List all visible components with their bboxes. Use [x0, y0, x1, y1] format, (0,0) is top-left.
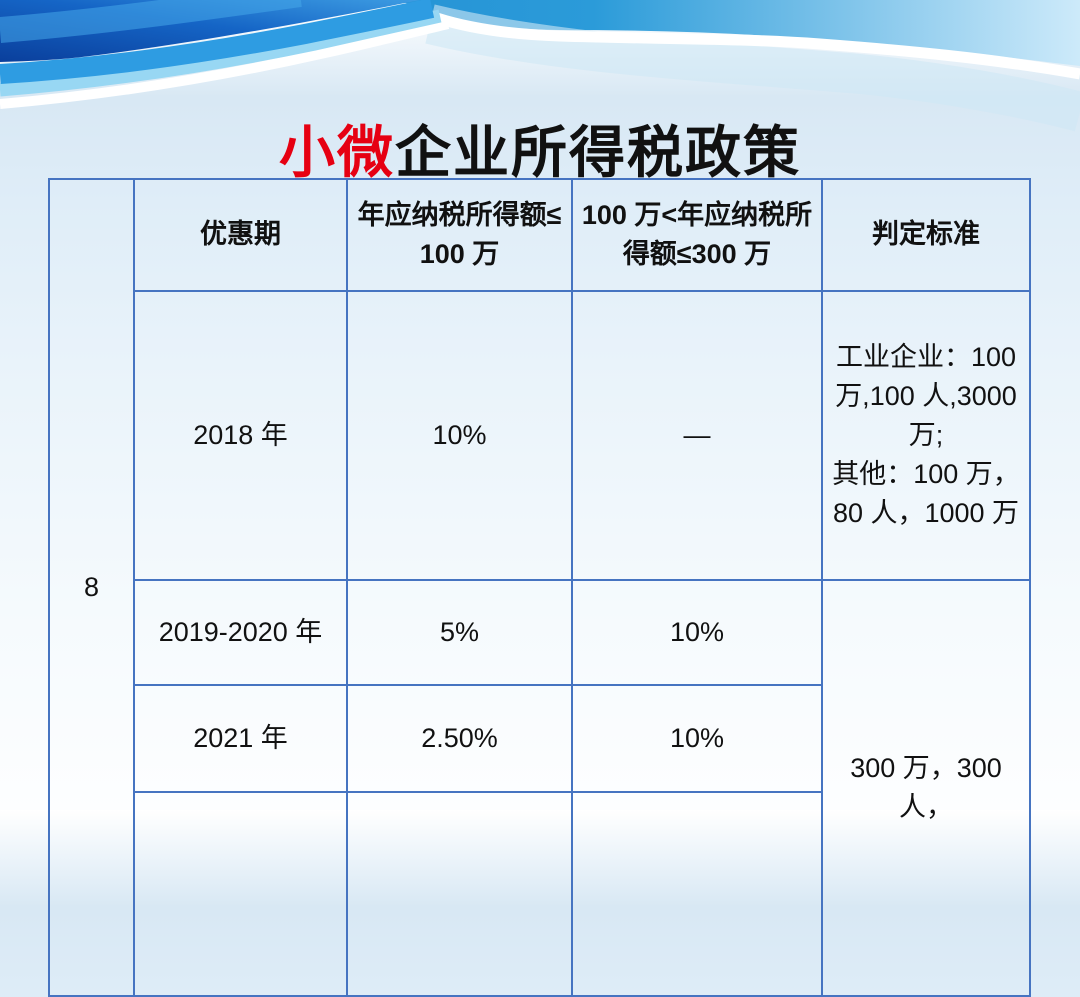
banner-top-band	[0, 0, 1080, 66]
cell-2018-criteria: 工业企业：100 万,100 人,3000 万; 其他：100 万， 80 人，…	[821, 290, 1031, 581]
policy-table: 8 优惠期 年应纳税所得额≤ 100 万 100 万<年应纳税所 得额≤300 …	[48, 178, 1031, 997]
cell-2019-high-rate: 10%	[571, 579, 823, 686]
header-cell-high-bracket: 100 万<年应纳税所 得额≤300 万	[571, 178, 823, 292]
header-cell-period: 优惠期	[133, 178, 348, 292]
cell-2019-period: 2019-2020 年	[133, 579, 348, 686]
cell-partial-high-rate	[571, 791, 823, 997]
cell-2018-low-rate: 10%	[346, 290, 573, 581]
table-row-2021: 2021 年 2.50% 10%	[49, 684, 1030, 793]
page-title: 小微企业所得税政策	[0, 120, 1080, 184]
table-row-2019-2020: 2019-2020 年 5% 10% 300 万，300 人，	[49, 579, 1031, 997]
table-row-2018: 2018 年 10% — 工业企业：100 万,100 人,3000 万; 其他…	[49, 290, 1031, 581]
cell-merged-criteria: 300 万，300 人，	[821, 579, 1031, 997]
cell-2019-low-rate: 5%	[346, 579, 573, 686]
cell-2021-period: 2021 年	[133, 684, 348, 793]
cell-2021-low-rate: 2.50%	[346, 684, 573, 793]
cell-partial-low-rate	[346, 791, 573, 997]
cell-2018-high-rate: —	[571, 290, 823, 581]
table-header-row: 8 优惠期 年应纳税所得额≤ 100 万 100 万<年应纳税所 得额≤300 …	[48, 178, 1031, 997]
header-cell-low-bracket: 年应纳税所得额≤ 100 万	[346, 178, 573, 292]
cell-2021-high-rate: 10%	[571, 684, 823, 793]
cell-2018-period: 2018 年	[133, 290, 348, 581]
policy-table-container: 8 优惠期 年应纳税所得额≤ 100 万 100 万<年应纳税所 得额≤300 …	[48, 178, 1031, 997]
header-cell-criteria: 判定标准	[821, 178, 1031, 292]
cell-partial-period	[133, 791, 348, 997]
page-title-red-part: 小微	[279, 120, 395, 184]
page-title-black-part: 企业所得税政策	[395, 120, 801, 184]
banner-wave-decoration	[0, 0, 1080, 132]
row-index-cell: 8	[48, 178, 135, 997]
